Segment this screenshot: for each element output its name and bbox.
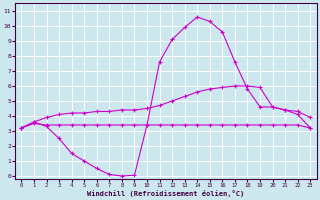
X-axis label: Windchill (Refroidissement éolien,°C): Windchill (Refroidissement éolien,°C) bbox=[87, 190, 244, 197]
